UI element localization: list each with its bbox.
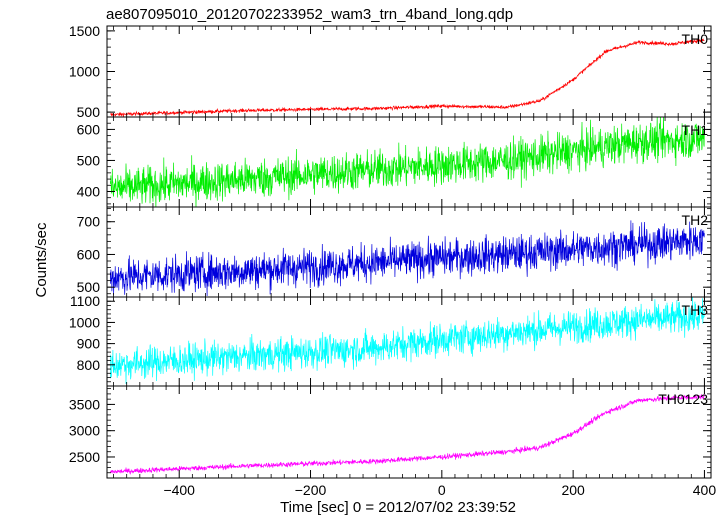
y-tick-label: 3500: [69, 396, 100, 412]
y-tick-label: 1000: [69, 314, 100, 330]
panel-label: TH0: [682, 31, 709, 47]
panel-th0: 500 1000 1500 TH0: [69, 23, 712, 120]
panel-label: TH2: [682, 212, 709, 228]
panel-frame: [106, 385, 712, 479]
y-tick-label: 3000: [69, 423, 100, 439]
panel-frame: [106, 25, 712, 118]
panel-label: TH0123: [658, 391, 708, 407]
y-axis-label: Counts/sec: [33, 222, 50, 298]
series-th0123: [110, 393, 705, 475]
y-tick-label: 1000: [69, 64, 100, 80]
y-tick-label: 500: [77, 279, 101, 295]
x-axis-label: Time [sec] 0 = 2012/07/02 23:39:52: [280, 499, 516, 516]
y-tick-label: 700: [77, 214, 101, 230]
series-th3: [109, 297, 705, 385]
y-tick-label: 500: [77, 152, 101, 168]
y-tick-label: 500: [77, 104, 101, 120]
y-tick-label: 800: [77, 357, 101, 373]
x-tick-label: −200: [295, 482, 327, 498]
y-tick-label: 2500: [69, 449, 100, 465]
y-tick-label: 900: [77, 336, 101, 352]
chart-title: ae807095010_20120702233952_wam3_trn_4ban…: [106, 6, 513, 23]
x-tick-label: −400: [163, 482, 195, 498]
panel-th0123: 2500 3000 3500 TH0123: [69, 385, 712, 479]
panel-frame: [106, 296, 712, 387]
panel-label: TH1: [682, 122, 709, 138]
panel-th3: 800 900 1000 1100 TH3: [69, 293, 712, 387]
y-tick-label: 1500: [69, 23, 100, 39]
series-th2: [109, 220, 705, 297]
x-axis: −400 −200 0 200 400: [163, 482, 716, 498]
series-th0: [110, 37, 705, 117]
y-tick-label: 600: [77, 121, 101, 137]
x-tick-label: 200: [561, 482, 585, 498]
x-tick-label: 0: [438, 482, 446, 498]
y-tick-label: 600: [77, 246, 101, 262]
panel-th1: 400 500 600 TH1: [77, 116, 712, 208]
y-tick-label: 400: [77, 183, 101, 199]
panel-th2: 500 600 700 TH2: [77, 206, 712, 298]
x-tick-label: 400: [693, 482, 717, 498]
y-tick-label: 1100: [70, 293, 100, 309]
series-th1: [109, 117, 705, 207]
panel-label: TH3: [682, 302, 709, 318]
